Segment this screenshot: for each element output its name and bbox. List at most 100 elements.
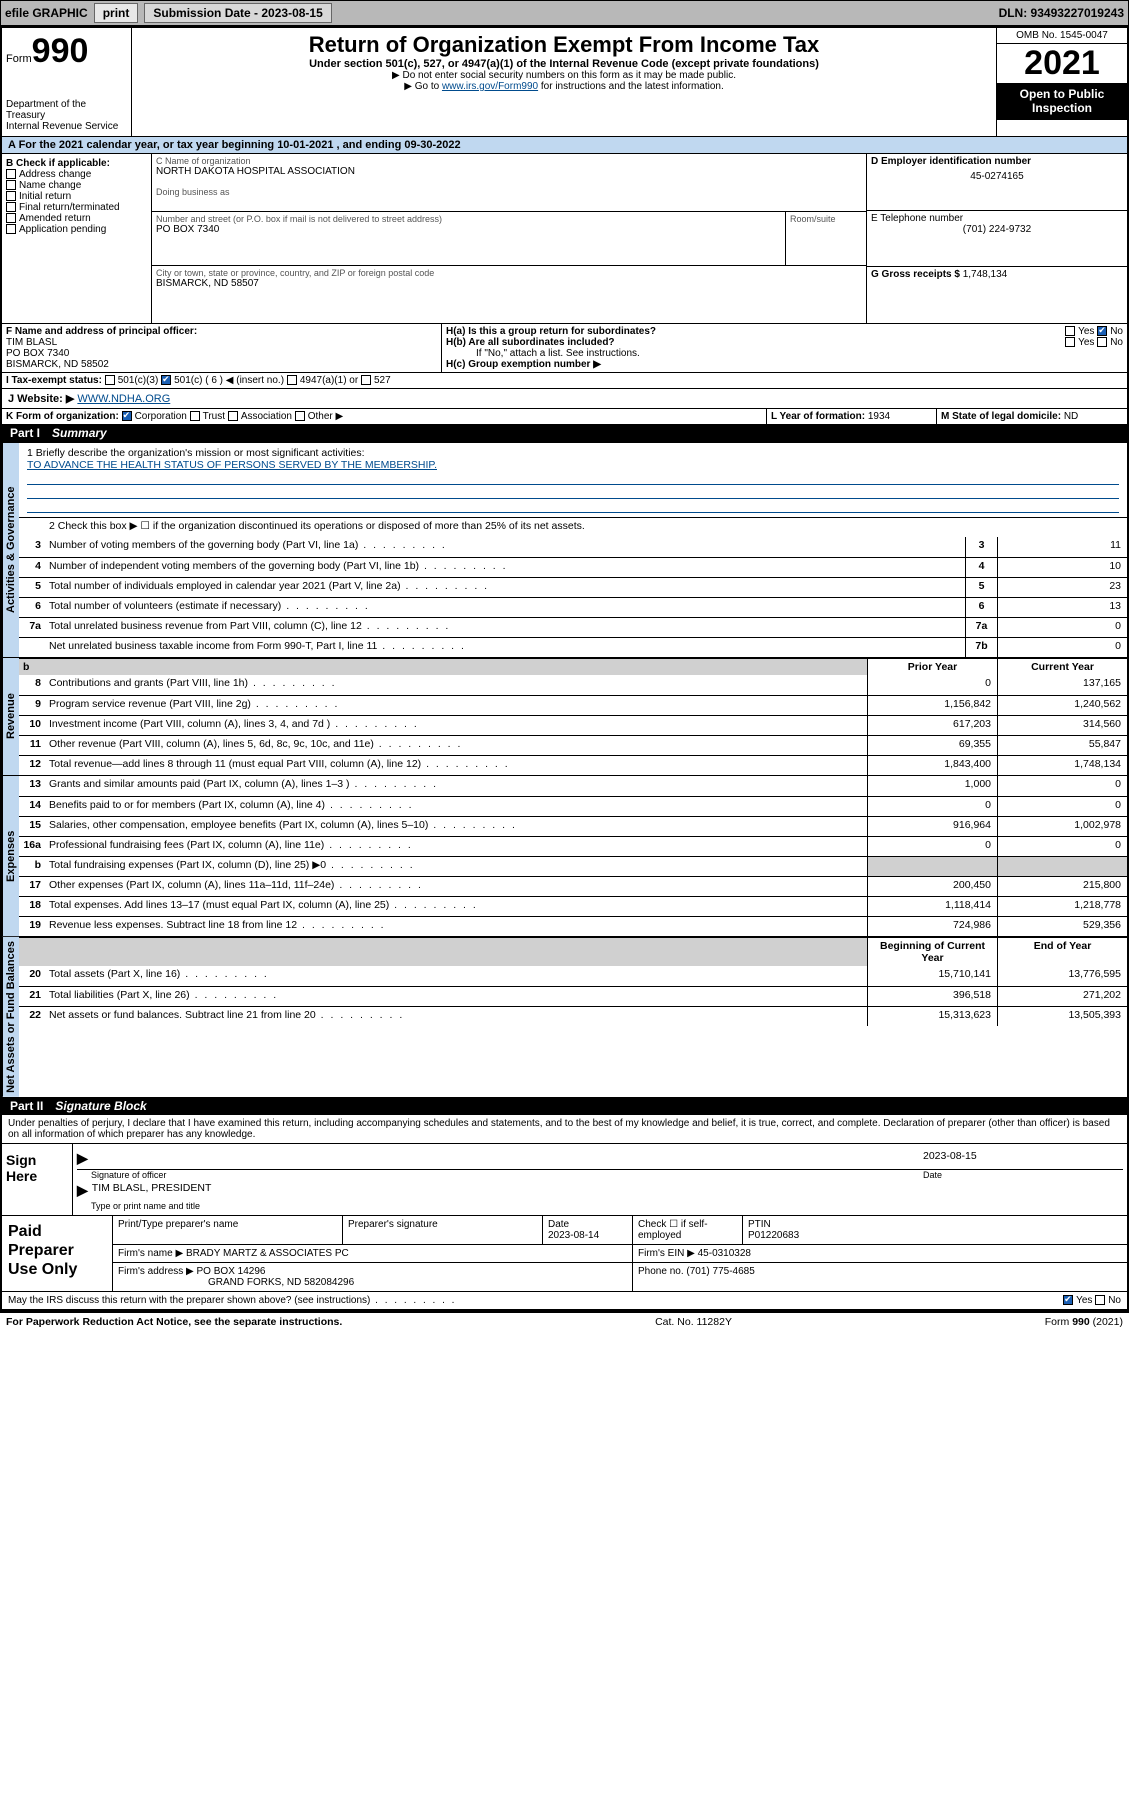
k3: Association [241,411,292,422]
website-link[interactable]: WWW.NDHA.ORG [77,393,170,405]
entity-info-section: B Check if applicable: Address change Na… [2,153,1127,323]
note2-pre: ▶ Go to [404,81,442,92]
hb-yes-checkbox[interactable] [1065,337,1075,347]
sign-date: 2023-08-15 [923,1150,1123,1167]
table-row: 9 Program service revenue (Part VIII, li… [19,695,1127,715]
ha-yes-checkbox[interactable] [1065,326,1075,336]
firm-phone-label: Phone no. [638,1266,684,1277]
table-row: 12 Total revenue—add lines 8 through 11 … [19,755,1127,775]
na-header: Beginning of Current Year End of Year [19,937,1127,966]
table-row: 11 Other revenue (Part VIII, column (A),… [19,735,1127,755]
open-public-badge: Open to Public Inspection [997,83,1127,120]
table-row: 17 Other expenses (Part IX, column (A), … [19,876,1127,896]
prep-date: 2023-08-14 [548,1230,599,1241]
ein-label: D Employer identification number [871,156,1123,167]
eoy-header: End of Year [997,938,1127,966]
ptin-value: P01220683 [748,1230,799,1241]
table-row: 19 Revenue less expenses. Subtract line … [19,916,1127,936]
trust-checkbox[interactable] [190,411,200,421]
year-formation: 1934 [868,411,890,422]
room-label: Room/suite [790,214,862,224]
phone-label: E Telephone number [871,213,1123,224]
firm-addr2: GRAND FORKS, ND 582084296 [118,1277,627,1288]
footer-mid: Cat. No. 11282Y [655,1316,732,1328]
assoc-checkbox[interactable] [228,411,238,421]
initial-return-checkbox[interactable] [6,191,16,201]
ha-yes: Yes [1078,326,1094,337]
form-title: Return of Organization Exempt From Incom… [140,32,988,58]
revenue-header: b Prior Year Current Year [19,658,1127,675]
address-change-checkbox[interactable] [6,169,16,179]
instructions-note: ▶ Go to www.irs.gov/Form990 for instruct… [140,81,988,92]
form-container: Form990 Department of the Treasury Inter… [0,26,1129,1311]
officer-name: TIM BLASL [6,337,437,348]
firm-label: Firm's name ▶ [118,1248,183,1259]
sig-officer-label: Signature of officer [77,1170,923,1180]
hb-no-checkbox[interactable] [1097,337,1107,347]
signer-name-label: Type or print name and title [77,1201,1123,1211]
ssn-note: ▶ Do not enter social security numbers o… [140,70,988,81]
signer-name: TIM BLASL, PRESIDENT [92,1182,212,1199]
final-return-checkbox[interactable] [6,202,16,212]
table-row: 5 Total number of individuals employed i… [19,577,1127,597]
ha-no: No [1110,326,1123,337]
may-irs-row: May the IRS discuss this return with the… [2,1291,1127,1309]
cb-label-2: Initial return [19,191,71,202]
527-checkbox[interactable] [361,375,371,385]
website-row: J Website: ▶ WWW.NDHA.ORG [2,388,1127,408]
irs-no-checkbox[interactable] [1095,1295,1105,1305]
other-checkbox[interactable] [295,411,305,421]
table-row: 14 Benefits paid to or for members (Part… [19,796,1127,816]
ha-label: H(a) Is this a group return for subordin… [446,326,656,337]
table-row: 16a Professional fundraising fees (Part … [19,836,1127,856]
dba-label: Doing business as [156,187,862,197]
ha-no-checkbox[interactable] [1097,326,1107,336]
table-row: Net unrelated business taxable income fr… [19,637,1127,657]
501c-checkbox[interactable] [161,375,171,385]
corp-checkbox[interactable] [122,411,132,421]
tax-period: A For the 2021 calendar year, or tax yea… [2,136,1127,153]
city-label: City or town, state or province, country… [156,268,862,278]
application-pending-checkbox[interactable] [6,224,16,234]
hb-note: If "No," attach a list. See instructions… [446,348,1123,359]
vtab-governance: Activities & Governance [2,443,19,657]
mission-text: TO ADVANCE THE HEALTH STATUS OF PERSONS … [27,459,1119,471]
table-row: 22 Net assets or fund balances. Subtract… [19,1006,1127,1026]
cb-label-0: Address change [19,169,91,180]
submission-date-label: Submission Date - 2023-08-15 [144,3,331,23]
officer-group-row: F Name and address of principal officer:… [2,323,1127,372]
table-row: 10 Investment income (Part VIII, column … [19,715,1127,735]
table-row: 3 Number of voting members of the govern… [19,537,1127,557]
revenue-section: Revenue b Prior Year Current Year 8 Cont… [2,657,1127,775]
part1-title: Summary [52,426,107,440]
tax-exempt-label: I Tax-exempt status: [6,375,102,386]
instructions-link[interactable]: www.irs.gov/Form990 [442,81,538,92]
penalty-statement: Under penalties of perjury, I declare th… [2,1115,1127,1143]
prep-self-emp: Check ☐ if self-employed [633,1216,743,1244]
footer-right: Form 990 (2021) [1045,1316,1123,1328]
name-change-checkbox[interactable] [6,180,16,190]
mission-question: 1 Briefly describe the organization's mi… [27,447,1119,459]
form-subtitle: Under section 501(c), 527, or 4947(a)(1)… [140,58,988,70]
officer-addr1: PO BOX 7340 [6,348,437,359]
501c3-checkbox[interactable] [105,375,115,385]
cb-label-5: Application pending [19,224,106,235]
mission-block: 1 Briefly describe the organization's mi… [19,443,1127,517]
domicile: ND [1064,411,1078,422]
amended-return-checkbox[interactable] [6,213,16,223]
firm-addr1: PO BOX 14296 [197,1266,266,1277]
4947-checkbox[interactable] [287,375,297,385]
omb-number: OMB No. 1545-0047 [997,28,1127,44]
year-formation-label: L Year of formation: [771,411,865,422]
hc-label: H(c) Group exemption number ▶ [446,359,601,370]
part2-header: Part II Signature Block [2,1097,1127,1115]
footer-left: For Paperwork Reduction Act Notice, see … [6,1316,342,1328]
website-label: J Website: ▶ [8,393,74,405]
officer-addr2: BISMARCK, ND 58502 [6,359,437,370]
line2: 2 Check this box ▶ ☐ if the organization… [19,518,1127,537]
cb-label-1: Name change [19,180,81,191]
table-row: 21 Total liabilities (Part X, line 26) 3… [19,986,1127,1006]
print-button[interactable]: print [94,3,139,23]
irs-yes-checkbox[interactable] [1063,1295,1073,1305]
prep-sig-label: Preparer's signature [343,1216,543,1244]
